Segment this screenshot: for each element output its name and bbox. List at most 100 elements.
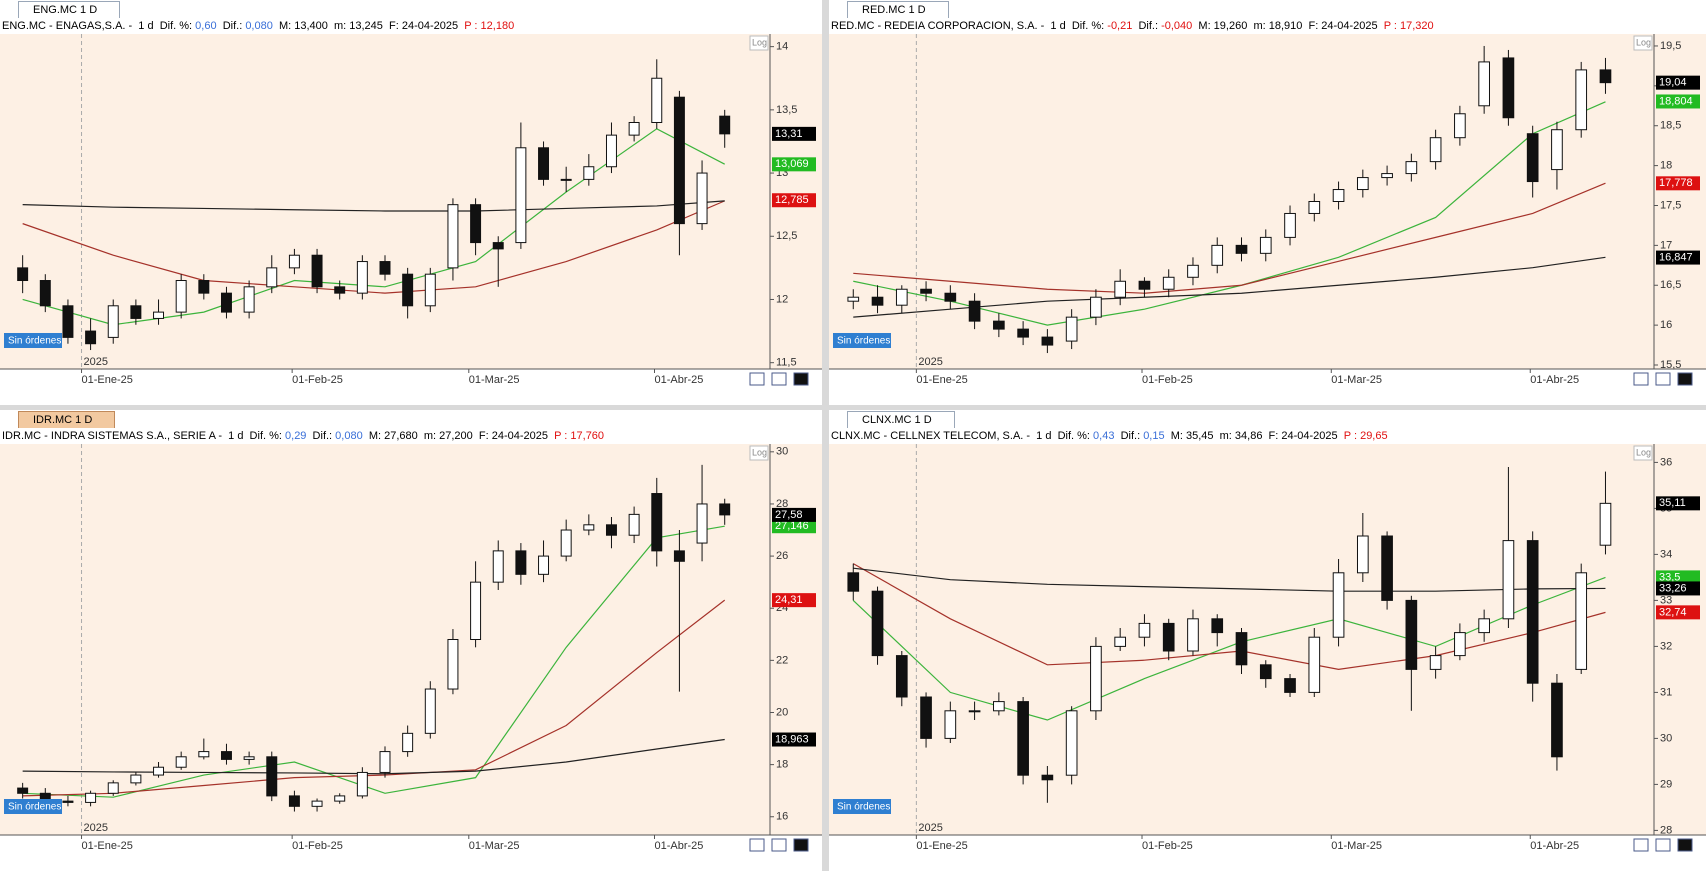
candle-body — [1454, 632, 1466, 657]
candle-body — [944, 292, 957, 302]
candle-body — [1454, 113, 1466, 139]
x-tick-label: 01-Mar-25 — [1331, 840, 1382, 852]
x-tick-label: 01-Abr-25 — [655, 374, 704, 386]
candle-body — [1356, 177, 1369, 191]
candle-body — [1575, 69, 1588, 131]
candle-body — [447, 639, 459, 690]
badge-label: Sin órdenes — [837, 336, 890, 347]
year-label: 2025 — [918, 356, 942, 368]
toolbar-button[interactable] — [749, 372, 765, 386]
x-tick-label: 01-Feb-25 — [292, 374, 343, 386]
candle-body — [847, 572, 860, 592]
toolbar-button[interactable] — [1655, 372, 1671, 386]
candle-body — [198, 751, 210, 758]
badge — [4, 799, 62, 814]
candle-body — [311, 800, 323, 807]
candle-body — [1575, 572, 1588, 670]
candle-body — [1041, 336, 1054, 346]
candle-body — [515, 147, 527, 244]
y-tick-label: 30 — [776, 446, 788, 458]
badge — [833, 333, 891, 348]
price-tag-label: 19,04 — [1659, 77, 1687, 89]
candle-body — [1405, 599, 1418, 670]
tab[interactable]: IDR.MC 1 D — [18, 411, 116, 428]
x-tick-label: 01-Abr-25 — [1530, 840, 1579, 852]
tab[interactable]: RED.MC 1 D — [847, 1, 949, 18]
candle-body — [1090, 645, 1102, 712]
candle-body — [39, 280, 51, 307]
price-tag-label: 12,785 — [775, 194, 809, 206]
candle-body — [334, 795, 346, 802]
toolbar-button[interactable] — [1633, 372, 1649, 386]
y-tick-label: 31 — [1660, 686, 1672, 698]
log-button[interactable] — [1633, 35, 1653, 51]
toolbar-button[interactable] — [749, 838, 765, 852]
y-tick-label: 16,5 — [1660, 279, 1681, 291]
year-label: 2025 — [84, 356, 108, 368]
candle-body — [895, 288, 908, 306]
toolbar-button[interactable] — [1677, 372, 1693, 386]
tab-bar: ENG.MC 1 D — [0, 0, 822, 19]
tab[interactable]: CLNX.MC 1 D — [847, 411, 955, 428]
candle-body — [1429, 137, 1442, 163]
candle-body — [334, 286, 346, 294]
toolbar-button[interactable] — [1655, 838, 1671, 852]
price-tag — [1656, 605, 1700, 620]
price-tag — [1656, 250, 1700, 265]
price-tag — [772, 732, 816, 747]
candle-body — [379, 751, 391, 773]
footer — [0, 369, 822, 405]
candle-body — [153, 766, 165, 776]
candle-body — [356, 771, 368, 797]
x-tick-label: 01-Abr-25 — [655, 840, 704, 852]
tab[interactable]: ENG.MC 1 D — [18, 1, 121, 18]
candle-body — [1284, 212, 1296, 238]
candle-body — [424, 273, 436, 307]
candle-body — [1502, 540, 1515, 620]
candle-body — [1308, 636, 1321, 693]
candle-body — [560, 178, 572, 181]
candle-body — [993, 320, 1005, 330]
y-tick-label: 28 — [1660, 824, 1672, 836]
candle-body — [1162, 276, 1175, 290]
toolbar-button[interactable] — [793, 372, 809, 386]
candle-body — [583, 524, 595, 531]
candle-body — [130, 774, 142, 784]
price-tag — [772, 157, 816, 172]
candle-body — [470, 204, 482, 244]
y-tick-label: 14 — [776, 41, 788, 53]
log-button[interactable] — [749, 445, 769, 461]
log-button[interactable] — [749, 35, 769, 51]
candle-body — [719, 115, 731, 135]
toolbar-button[interactable] — [771, 838, 787, 852]
candle-body — [538, 147, 550, 180]
log-button[interactable] — [1633, 445, 1653, 461]
y-tick-label: 16 — [1660, 319, 1672, 331]
moving-average — [853, 567, 1606, 592]
log-label: Log — [1636, 447, 1651, 457]
toolbar-button[interactable] — [1633, 838, 1649, 852]
candle-body — [470, 581, 482, 641]
candle-body — [968, 710, 981, 713]
candle-body — [1187, 618, 1199, 652]
candle-body — [1259, 664, 1272, 680]
toolbar-button[interactable] — [793, 838, 809, 852]
info-text: ENG.MC - ENAGAS,S.A. - 1 d Dif. %: — [2, 20, 196, 32]
x-tick-label: 01-Feb-25 — [1142, 374, 1193, 386]
toolbar-button[interactable] — [1677, 838, 1693, 852]
y-tick-label: 17,5 — [1660, 199, 1681, 211]
candle-body — [696, 503, 708, 544]
candle-body — [1041, 774, 1054, 781]
candle-body — [673, 96, 685, 225]
x-tick-label: 01-Feb-25 — [292, 840, 343, 852]
log-label: Log — [752, 37, 767, 47]
x-tick-label: 01-Mar-25 — [1331, 374, 1382, 386]
candle-body — [605, 134, 617, 168]
info-text: 0,15 — [1143, 430, 1165, 442]
price-tag-label: 18,804 — [1659, 95, 1693, 107]
toolbar-button[interactable] — [771, 372, 787, 386]
candle-body — [993, 701, 1005, 712]
y-tick-label: 11,5 — [776, 357, 797, 369]
badge-label: Sin órdenes — [837, 802, 890, 813]
info-line: IDR.MC - INDRA SISTEMAS S.A., SERIE A - … — [0, 428, 822, 444]
